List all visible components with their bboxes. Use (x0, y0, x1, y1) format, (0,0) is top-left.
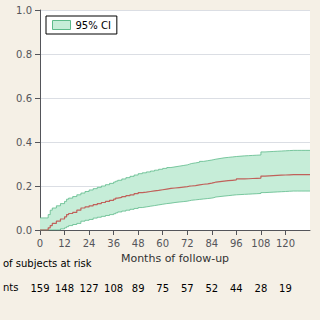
svg-text:Months of follow-up: Months of follow-up (121, 252, 229, 265)
svg-text:72: 72 (181, 238, 194, 249)
svg-text:1.0: 1.0 (16, 5, 32, 16)
svg-text:57: 57 (181, 283, 194, 294)
svg-text:48: 48 (132, 238, 145, 249)
svg-text:159: 159 (30, 283, 49, 294)
svg-text:44: 44 (230, 283, 243, 294)
svg-text:36: 36 (107, 238, 120, 249)
svg-text:12: 12 (58, 238, 71, 249)
svg-text:75: 75 (156, 283, 169, 294)
svg-text:84: 84 (205, 238, 218, 249)
svg-text:95% CI: 95% CI (76, 20, 111, 31)
svg-text:24: 24 (83, 238, 96, 249)
svg-text:60: 60 (156, 238, 169, 249)
svg-text:19: 19 (279, 283, 292, 294)
svg-text:0.4: 0.4 (16, 137, 32, 148)
svg-text:0.2: 0.2 (16, 181, 32, 192)
svg-text:of subjects at risk: of subjects at risk (3, 258, 92, 269)
svg-text:148: 148 (55, 283, 74, 294)
svg-text:120: 120 (276, 238, 295, 249)
svg-text:nts: nts (3, 282, 18, 293)
svg-text:108: 108 (251, 238, 270, 249)
svg-text:28: 28 (255, 283, 268, 294)
svg-text:89: 89 (132, 283, 145, 294)
svg-text:127: 127 (80, 283, 99, 294)
svg-text:0.0: 0.0 (16, 225, 32, 236)
svg-text:0.6: 0.6 (16, 93, 32, 104)
svg-text:0.8: 0.8 (16, 49, 32, 60)
svg-text:52: 52 (205, 283, 218, 294)
svg-text:0: 0 (37, 238, 43, 249)
svg-text:96: 96 (230, 238, 243, 249)
svg-text:108: 108 (104, 283, 123, 294)
